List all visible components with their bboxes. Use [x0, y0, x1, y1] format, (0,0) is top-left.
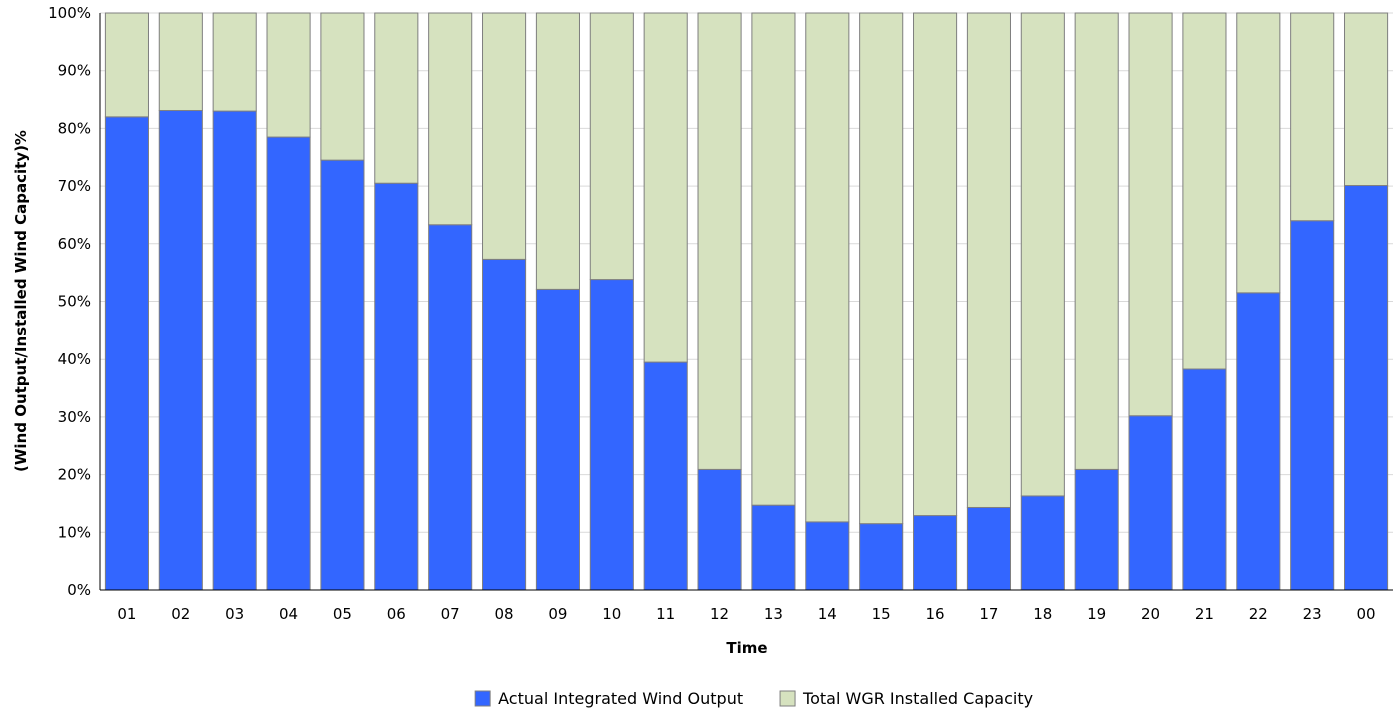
- bar-actual-output: [428, 224, 473, 591]
- bar-actual-output: [1074, 468, 1119, 591]
- bar-actual-output: [643, 361, 688, 591]
- y-axis-tick-labels: 0% 10% 20% 30% 40% 50% 60% 70% 80% 90% 100%: [48, 4, 91, 599]
- bar-installed-capacity: [913, 12, 958, 517]
- bar-actual-output: [751, 504, 796, 591]
- x-tick-label: 23: [1303, 605, 1322, 623]
- bar-installed-capacity: [1344, 12, 1389, 187]
- y-tick-label: 0%: [67, 581, 91, 599]
- bar-installed-capacity: [535, 12, 580, 290]
- bar-actual-output: [535, 288, 580, 591]
- y-tick-label: 100%: [48, 4, 91, 22]
- x-tick-label: 14: [818, 605, 837, 623]
- bar-actual-output: [104, 116, 149, 591]
- bar-actual-output: [859, 523, 904, 591]
- x-tick-label: 17: [979, 605, 998, 623]
- bar-installed-capacity: [1074, 12, 1119, 470]
- x-tick-label: 20: [1141, 605, 1160, 623]
- bar-actual-output: [966, 506, 1011, 591]
- x-tick-label: 08: [495, 605, 514, 623]
- bar-actual-output: [805, 521, 850, 591]
- x-tick-label: 13: [764, 605, 783, 623]
- bar-actual-output: [913, 515, 958, 591]
- x-axis-title: Time: [726, 639, 767, 657]
- y-tick-label: 70%: [58, 177, 91, 195]
- bar-actual-output: [589, 279, 634, 591]
- bar-actual-output: [212, 110, 257, 591]
- bar-installed-capacity: [643, 12, 688, 363]
- x-tick-label: 02: [171, 605, 190, 623]
- axes: [99, 13, 1393, 591]
- bar-installed-capacity: [697, 12, 742, 470]
- y-tick-label: 10%: [58, 523, 91, 541]
- bar-actual-output: [266, 136, 311, 591]
- bar-installed-capacity: [966, 12, 1011, 508]
- bar-actual-output: [374, 182, 419, 591]
- bar-installed-capacity: [1182, 12, 1227, 370]
- bar-actual-output: [697, 468, 742, 591]
- bar-installed-capacity: [751, 12, 796, 506]
- bar-actual-output: [320, 159, 365, 591]
- y-tick-label: 20%: [58, 466, 91, 484]
- bar-installed-capacity: [104, 12, 149, 118]
- x-tick-label: 01: [117, 605, 136, 623]
- bar-installed-capacity: [266, 12, 311, 138]
- bar-installed-capacity: [374, 12, 419, 184]
- x-tick-label: 03: [225, 605, 244, 623]
- bars: [104, 12, 1389, 591]
- bar-actual-output: [158, 110, 203, 591]
- bar-installed-capacity: [158, 12, 203, 112]
- x-tick-label: 12: [710, 605, 729, 623]
- x-tick-label: 06: [387, 605, 406, 623]
- y-axis-title: (Wind Output/Installed Wind Capacity)%: [12, 130, 30, 472]
- bar-installed-capacity: [428, 12, 473, 226]
- x-tick-label: 15: [872, 605, 891, 623]
- y-tick-label: 40%: [58, 350, 91, 368]
- bar-actual-output: [482, 258, 527, 591]
- x-axis-tick-labels: 01 02 03 04 05 06 07 08 09 10 11 12 13 14 15 16 17 18 19 20…: [117, 605, 1375, 623]
- x-tick-label: 09: [548, 605, 567, 623]
- grid-lines: [100, 12, 1393, 591]
- bar-installed-capacity: [589, 12, 634, 281]
- bar-installed-capacity: [482, 12, 527, 260]
- y-tick-label: 60%: [58, 235, 91, 253]
- y-tick-label: 30%: [58, 408, 91, 426]
- legend-label-actual-output: Actual Integrated Wind Output: [498, 689, 743, 708]
- bar-actual-output: [1128, 415, 1173, 591]
- x-tick-label: 07: [441, 605, 460, 623]
- x-tick-label: 22: [1249, 605, 1268, 623]
- bar-installed-capacity: [1128, 12, 1173, 417]
- x-tick-label: 04: [279, 605, 298, 623]
- bar-installed-capacity: [1290, 12, 1335, 222]
- bar-actual-output: [1344, 185, 1389, 591]
- x-tick-label: 05: [333, 605, 352, 623]
- x-tick-label: 19: [1087, 605, 1106, 623]
- x-tick-label: 00: [1357, 605, 1376, 623]
- bar-actual-output: [1020, 495, 1065, 591]
- x-tick-label: 10: [602, 605, 621, 623]
- bar-installed-capacity: [859, 12, 904, 525]
- x-tick-label: 18: [1033, 605, 1052, 623]
- legend: Actual Integrated Wind Output Total WGR I…: [474, 689, 1033, 708]
- bar-installed-capacity: [212, 12, 257, 112]
- bar-actual-output: [1290, 220, 1335, 591]
- bar-installed-capacity: [805, 12, 850, 523]
- bar-actual-output: [1236, 292, 1281, 591]
- bar-installed-capacity: [1236, 12, 1281, 294]
- x-tick-label: 21: [1195, 605, 1214, 623]
- x-tick-label: 11: [656, 605, 675, 623]
- y-tick-label: 50%: [58, 293, 91, 311]
- bar-actual-output: [1182, 368, 1227, 591]
- bar-installed-capacity: [320, 12, 365, 161]
- x-tick-label: 16: [926, 605, 945, 623]
- bar-installed-capacity: [1020, 12, 1065, 497]
- y-tick-label: 80%: [58, 119, 91, 137]
- legend-swatch-installed-capacity: [779, 690, 796, 707]
- legend-label-installed-capacity: Total WGR Installed Capacity: [802, 689, 1033, 708]
- legend-swatch-actual-output: [474, 690, 491, 707]
- y-tick-label: 90%: [58, 62, 91, 80]
